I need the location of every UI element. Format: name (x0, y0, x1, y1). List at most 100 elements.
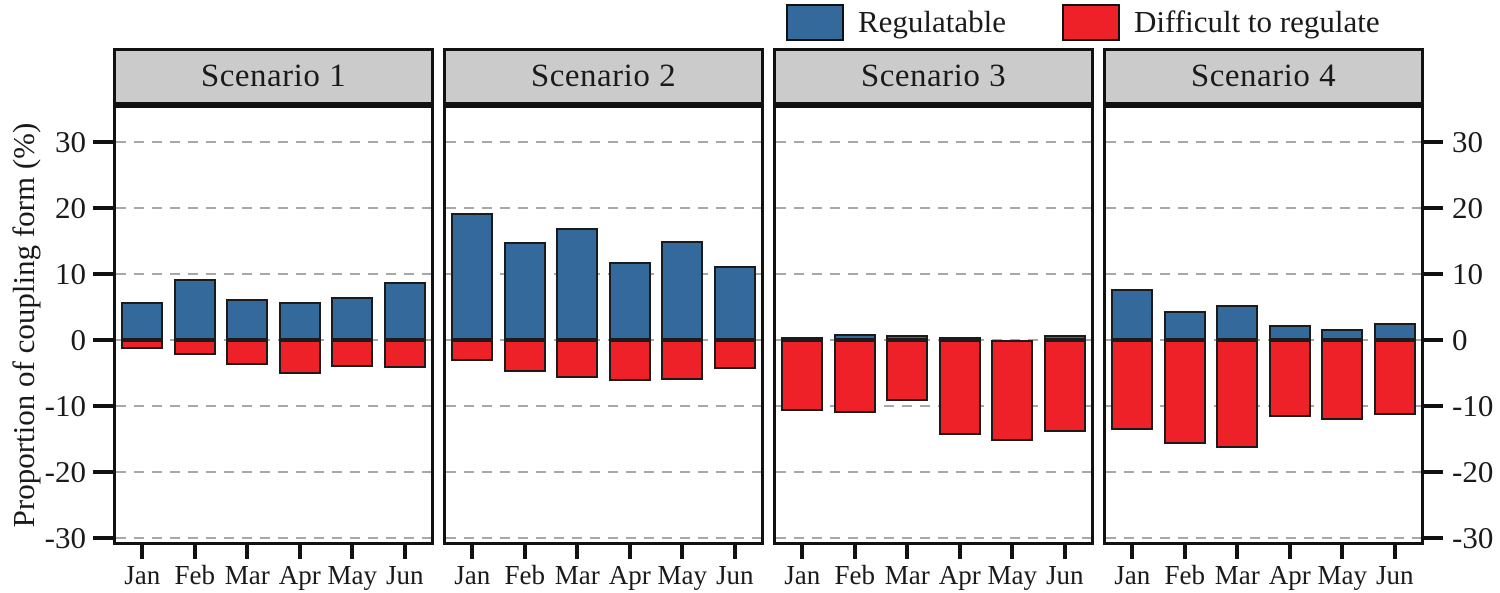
x-tick-label-mar: Mar (884, 560, 930, 590)
bar-difficult-mar (226, 340, 269, 366)
x-tick-label-feb: Feb (834, 560, 876, 590)
gridline--10 (1106, 405, 1421, 407)
gridline-10 (776, 273, 1091, 275)
x-tick-mark-feb (852, 545, 857, 559)
x-tick-mark-jun (402, 545, 407, 559)
bar-regulatable-apr (278, 301, 321, 340)
x-tick-label-may: May (327, 560, 378, 590)
gridline--10 (446, 405, 761, 407)
panel-header-4: Scenario 4 (1103, 48, 1424, 105)
x-tick-label-mar: Mar (224, 560, 270, 590)
x-tick-mark-jun (732, 545, 737, 559)
y-tick-mark-left (93, 206, 114, 210)
gridline--20 (1106, 471, 1421, 473)
y-tick-label-right: 0 (1452, 322, 1468, 357)
bar-difficult-mar (1216, 340, 1259, 448)
y-tick-mark-right (1422, 536, 1443, 540)
y-tick-mark-left (93, 404, 114, 408)
bar-difficult-mar (556, 340, 599, 379)
gridline-30 (1106, 141, 1421, 143)
gridline--20 (776, 471, 1091, 473)
x-tick-label-mar: Mar (1214, 560, 1260, 590)
y-tick-label-left: 20 (55, 190, 86, 225)
bar-regulatable-jun (713, 266, 756, 340)
x-tick-mark-may (1010, 545, 1015, 559)
x-tick-label-jun: Jun (385, 560, 424, 590)
x-tick-mark-may (350, 545, 355, 559)
x-tick-mark-apr (297, 545, 302, 559)
x-tick-mark-feb (522, 545, 527, 559)
x-tick-label-jun: Jun (715, 560, 754, 590)
bar-difficult-jun (713, 340, 756, 370)
bar-regulatable-jan (451, 212, 494, 340)
gridline--20 (116, 471, 431, 473)
bar-difficult-apr (278, 340, 321, 375)
bar-regulatable-mar (226, 299, 269, 340)
x-tick-label-jan: Jan (784, 560, 821, 590)
y-tick-label-right: 10 (1452, 256, 1483, 291)
bar-difficult-jan (121, 340, 164, 349)
y-tick-label-left: 0 (70, 322, 87, 357)
y-tick-label-left: -30 (44, 520, 86, 555)
x-tick-mark-jan (140, 545, 145, 559)
bar-difficult-feb (173, 340, 216, 356)
bar-difficult-mar (886, 340, 929, 401)
bar-difficult-jun (1043, 340, 1086, 432)
y-tick-mark-right (1422, 206, 1443, 210)
gridline-20 (446, 207, 761, 209)
gridline-0 (116, 339, 431, 341)
legend-swatch-regulatable (786, 4, 844, 41)
x-tick-label-jan: Jan (124, 560, 161, 590)
bar-difficult-apr (938, 340, 981, 436)
y-tick-label-left: -20 (44, 454, 86, 489)
bar-regulatable-mar (886, 335, 929, 340)
x-tick-label-feb: Feb (1164, 560, 1206, 590)
gridline--20 (446, 471, 761, 473)
y-tick-mark-left (93, 140, 114, 144)
y-tick-mark-right (1422, 338, 1443, 342)
x-tick-label-apr: Apr (278, 560, 321, 590)
x-tick-label-jan: Jan (1114, 560, 1151, 590)
gridline-10 (446, 273, 761, 275)
gridline--30 (776, 537, 1091, 539)
x-tick-label-apr: Apr (938, 560, 981, 590)
x-tick-mark-feb (192, 545, 197, 559)
x-tick-mark-mar (905, 545, 910, 559)
gridline-30 (776, 141, 1091, 143)
bar-difficult-feb (503, 340, 546, 373)
x-tick-mark-mar (575, 545, 580, 559)
bar-difficult-jan (451, 340, 494, 362)
panel-title: Scenario 1 (200, 58, 347, 94)
y-tick-mark-left (93, 272, 114, 276)
gridline--30 (1106, 537, 1421, 539)
y-tick-mark-right (1422, 404, 1443, 408)
gridline--10 (116, 405, 431, 407)
x-tick-label-jun: Jun (1045, 560, 1084, 590)
x-tick-mark-may (680, 545, 685, 559)
bar-regulatable-feb (173, 278, 216, 340)
gridline--30 (116, 537, 431, 539)
legend-label-difficult: Difficult to regulate (1134, 4, 1380, 39)
x-tick-mark-feb (1182, 545, 1187, 559)
y-tick-label-right: -20 (1452, 454, 1494, 489)
x-tick-label-feb: Feb (504, 560, 546, 590)
x-tick-mark-apr (1287, 545, 1292, 559)
y-tick-label-right: -30 (1452, 520, 1494, 555)
x-tick-label-mar: Mar (554, 560, 600, 590)
panel-plot-3 (773, 105, 1094, 545)
x-tick-label-jun: Jun (1375, 560, 1414, 590)
x-tick-mark-apr (957, 545, 962, 559)
x-tick-mark-jun (1392, 545, 1397, 559)
x-tick-mark-may (1340, 545, 1345, 559)
x-tick-label-apr: Apr (1268, 560, 1311, 590)
y-tick-label-right: 20 (1452, 190, 1483, 225)
bar-difficult-jun (383, 340, 426, 368)
x-tick-label-apr: Apr (608, 560, 651, 590)
x-tick-mark-mar (245, 545, 250, 559)
bar-regulatable-apr (1268, 324, 1311, 340)
y-tick-label-right: -10 (1452, 388, 1494, 423)
panel-title: Scenario 4 (1190, 58, 1337, 94)
x-tick-mark-apr (627, 545, 632, 559)
x-tick-mark-jun (1062, 545, 1067, 559)
bar-regulatable-mar (556, 228, 599, 340)
